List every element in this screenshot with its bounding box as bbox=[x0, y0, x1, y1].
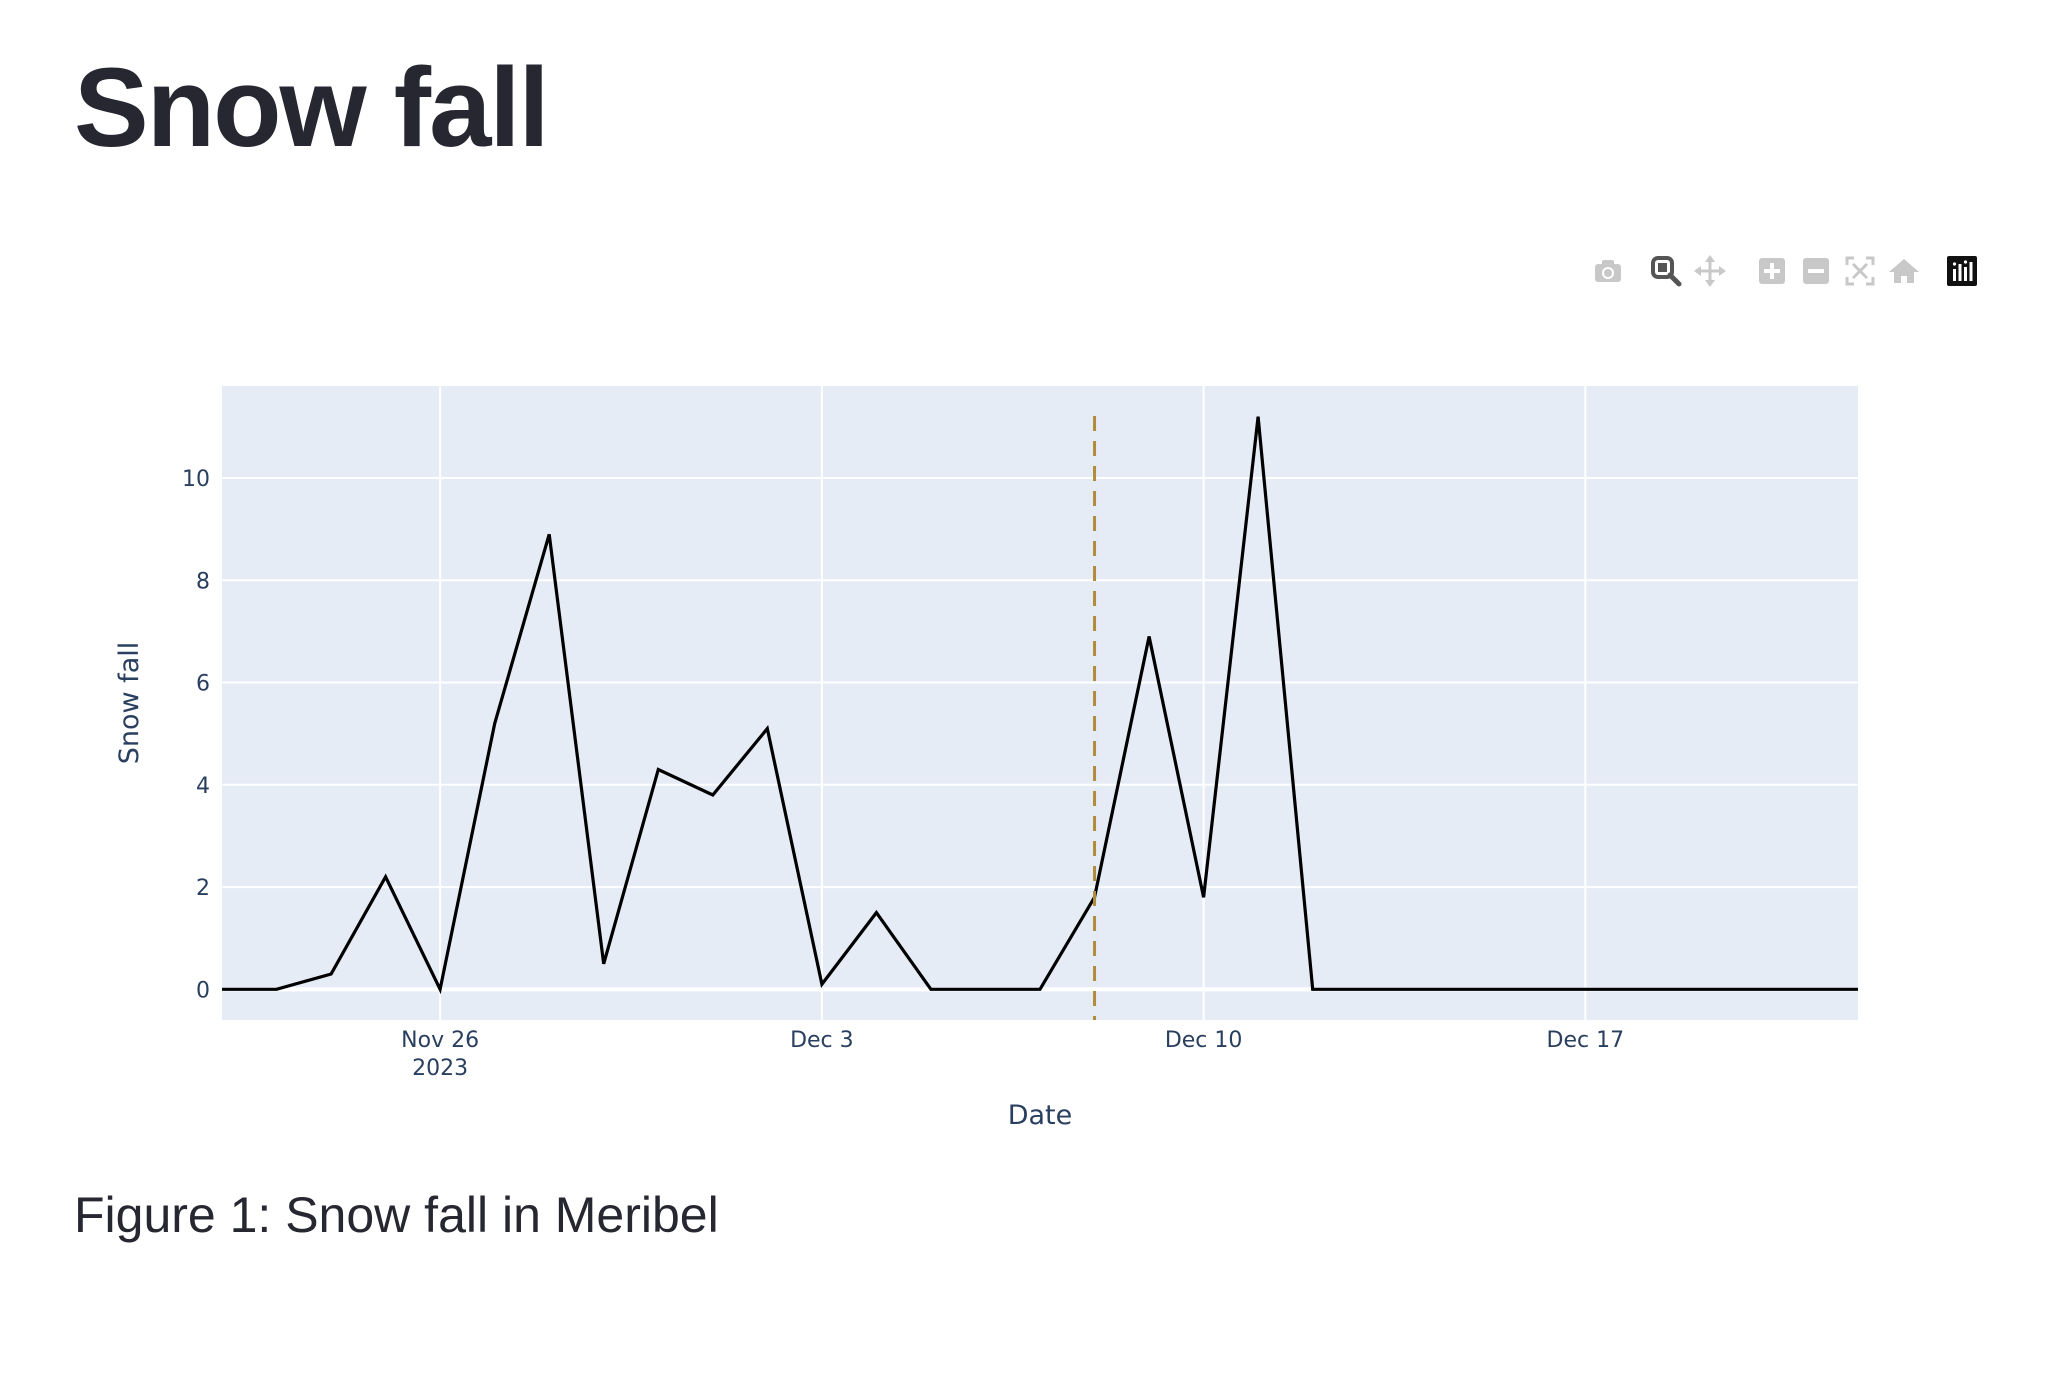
x-tick-label: Dec 17 bbox=[1547, 1028, 1625, 1053]
y-tick-label: 4 bbox=[196, 774, 210, 799]
autoscale-icon[interactable] bbox=[1842, 253, 1878, 289]
zoom-out-icon[interactable] bbox=[1798, 253, 1834, 289]
x-axis-label: Date bbox=[1008, 1100, 1073, 1131]
pan-icon[interactable] bbox=[1692, 253, 1728, 289]
x-tick-labels: Nov 26 2023 Dec 3 Dec 10 Dec 17 bbox=[401, 1028, 1624, 1081]
y-tick-label: 0 bbox=[196, 978, 210, 1003]
chart-modebar bbox=[1590, 253, 1990, 289]
zoom-in-icon[interactable] bbox=[1754, 253, 1790, 289]
figure-caption: Figure 1: Snow fall in Meribel bbox=[74, 1187, 719, 1243]
y-tick-labels: 0 2 4 6 8 10 bbox=[182, 467, 210, 1003]
y-tick-label: 10 bbox=[182, 467, 210, 492]
y-axis-label: Snow fall bbox=[114, 642, 145, 765]
snow-fall-chart[interactable]: 0 2 4 6 8 10 Nov 26 2023 Dec 3 Dec 10 Dec 17 Snow… bbox=[0, 0, 2050, 1160]
page-title: Snow fall bbox=[74, 45, 550, 170]
x-tick-label: Nov 26 bbox=[401, 1028, 479, 1053]
snow-fall-line bbox=[222, 416, 1858, 995]
zoom-icon[interactable] bbox=[1648, 253, 1684, 289]
x-tick-sublabel: 2023 bbox=[412, 1056, 468, 1081]
plotly-logo-icon[interactable] bbox=[1944, 253, 1980, 289]
x-gridlines bbox=[439, 386, 1587, 1020]
x-tick-label: Dec 10 bbox=[1165, 1028, 1243, 1053]
camera-icon[interactable] bbox=[1590, 253, 1626, 289]
y-tick-label: 2 bbox=[196, 876, 210, 901]
y-tick-label: 8 bbox=[196, 569, 210, 594]
x-tick-label: Dec 3 bbox=[790, 1028, 854, 1053]
plot-area[interactable] bbox=[222, 386, 1858, 1020]
reset-axes-icon[interactable] bbox=[1886, 253, 1922, 289]
y-tick-label: 6 bbox=[196, 672, 210, 697]
